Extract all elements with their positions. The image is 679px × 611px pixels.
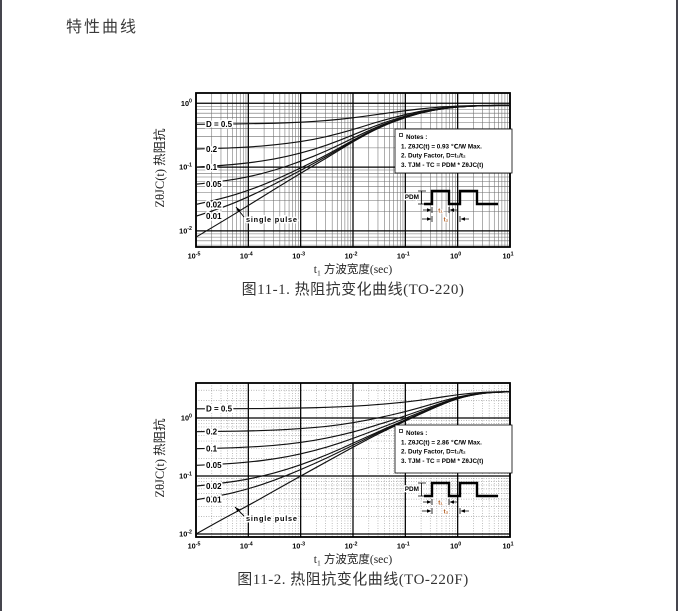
notes-box: Notes : 1. ZθJC(t) = 0.93 ℃/W Max. 2. Duty… — [394, 128, 513, 174]
svg-text:10-2: 10-2 — [179, 226, 192, 235]
t1-label: t₁ — [438, 500, 443, 506]
svg-text:10-5: 10-5 — [188, 541, 201, 550]
svg-text:2. Duty Factor, D=t₁/t₂: 2. Duty Factor, D=t₁/t₂ — [401, 153, 466, 160]
chart2-plot: D = 0.5 0.2 0.1 0.05 0.02 0.01 single pulse Not… — [179, 382, 514, 551]
axis-tick-labels: 10-5 10-4 10-3 10-2 10-1 100 101 100 10-1 10-2 — [179, 413, 513, 550]
svg-text:101: 101 — [502, 251, 513, 260]
page-left-border — [0, 0, 2, 611]
chart1-caption: 图11-1. 热阻抗变化曲线(TO-220) — [241, 282, 465, 298]
svg-text:3. TJM - TC = PDM * ZθJC(t): 3. TJM - TC = PDM * ZθJC(t) — [401, 458, 483, 465]
svg-text:Notes :: Notes : — [406, 134, 427, 141]
note-bullet-icon — [399, 133, 403, 137]
page-right-border — [676, 0, 678, 611]
svg-text:1. ZθJC(t) = 2.86 ℃/W Max.: 1. ZθJC(t) = 2.86 ℃/W Max. — [401, 439, 482, 446]
svg-text:0.2: 0.2 — [206, 427, 218, 436]
chart2-caption: 图11-2. 热阻抗变化曲线(TO-220F) — [237, 572, 469, 588]
svg-text:0.01: 0.01 — [206, 212, 222, 221]
svg-text:D = 0.5: D = 0.5 — [206, 405, 233, 414]
page-title: 特性曲线 — [66, 19, 139, 36]
svg-text:100: 100 — [181, 99, 192, 108]
svg-text:single pulse: single pulse — [246, 514, 298, 523]
t2-label: t₂ — [444, 218, 449, 224]
svg-text:0.02: 0.02 — [206, 482, 222, 491]
svg-text:100: 100 — [181, 413, 192, 422]
chart2-x-axis-label: t₁ 方波宽度(sec) — [313, 554, 393, 566]
chart1-x-axis-label: t₁ 方波宽度(sec) — [313, 264, 393, 276]
note-bullet-icon — [399, 429, 403, 433]
svg-text:10-1: 10-1 — [179, 471, 192, 480]
svg-text:0.01: 0.01 — [206, 496, 222, 505]
svg-text:0.1: 0.1 — [206, 163, 218, 172]
svg-text:101: 101 — [502, 541, 513, 550]
pdm-label: PDM — [405, 486, 419, 493]
chart1-plot: D = 0.5 0.2 0.1 0.05 0.02 0.01 single pulse Not… — [179, 92, 514, 261]
duty-factor-labels: D = 0.5 0.2 0.1 0.05 0.02 0.01 — [204, 403, 234, 506]
notes-box: Notes : 1. ZθJC(t) = 2.86 ℃/W Max. 2. Duty… — [394, 424, 513, 474]
single-pulse-annotation: single pulse — [234, 506, 298, 525]
svg-text:3. TJM - TC = PDM * ZθJC(t): 3. TJM - TC = PDM * ZθJC(t) — [401, 162, 483, 169]
duty-factor-labels: D = 0.5 0.2 0.1 0.05 0.02 0.01 — [204, 118, 234, 222]
svg-text:0.05: 0.05 — [206, 461, 222, 470]
impedance-curves — [195, 391, 511, 535]
svg-text:2. Duty Factor, D=t₁/t₂: 2. Duty Factor, D=t₁/t₂ — [401, 449, 466, 456]
svg-text:0.02: 0.02 — [206, 200, 222, 209]
t1-label: t₁ — [438, 208, 443, 214]
svg-text:10-1: 10-1 — [179, 162, 192, 171]
svg-text:D = 0.5: D = 0.5 — [206, 120, 233, 129]
t2-label: t₂ — [444, 510, 449, 516]
svg-text:single pulse: single pulse — [246, 215, 298, 224]
svg-text:10-4: 10-4 — [240, 541, 253, 550]
svg-text:10-4: 10-4 — [240, 251, 253, 260]
svg-text:10-2: 10-2 — [345, 541, 358, 550]
svg-text:10-1: 10-1 — [397, 541, 410, 550]
single-pulse-annotation: single pulse — [235, 206, 298, 226]
svg-text:10-1: 10-1 — [397, 251, 410, 260]
svg-text:10-2: 10-2 — [179, 529, 192, 538]
svg-text:0.05: 0.05 — [206, 180, 222, 189]
svg-text:100: 100 — [450, 541, 461, 550]
svg-text:1. ZθJC(t) = 0.93 ℃/W Max.: 1. ZθJC(t) = 0.93 ℃/W Max. — [401, 143, 482, 150]
svg-text:0.1: 0.1 — [206, 445, 218, 454]
svg-text:10-3: 10-3 — [292, 251, 305, 260]
svg-text:Notes :: Notes : — [406, 430, 427, 437]
impedance-curves — [195, 104, 511, 238]
svg-text:10-5: 10-5 — [188, 251, 201, 260]
svg-text:100: 100 — [450, 251, 461, 260]
axis-tick-labels: 10-5 10-4 10-3 10-2 10-1 100 101 100 10-1 10-2 — [179, 99, 513, 261]
svg-text:10-2: 10-2 — [345, 251, 358, 260]
svg-text:0.2: 0.2 — [206, 145, 218, 154]
pdm-label: PDM — [405, 194, 419, 201]
svg-text:10-3: 10-3 — [292, 541, 305, 550]
